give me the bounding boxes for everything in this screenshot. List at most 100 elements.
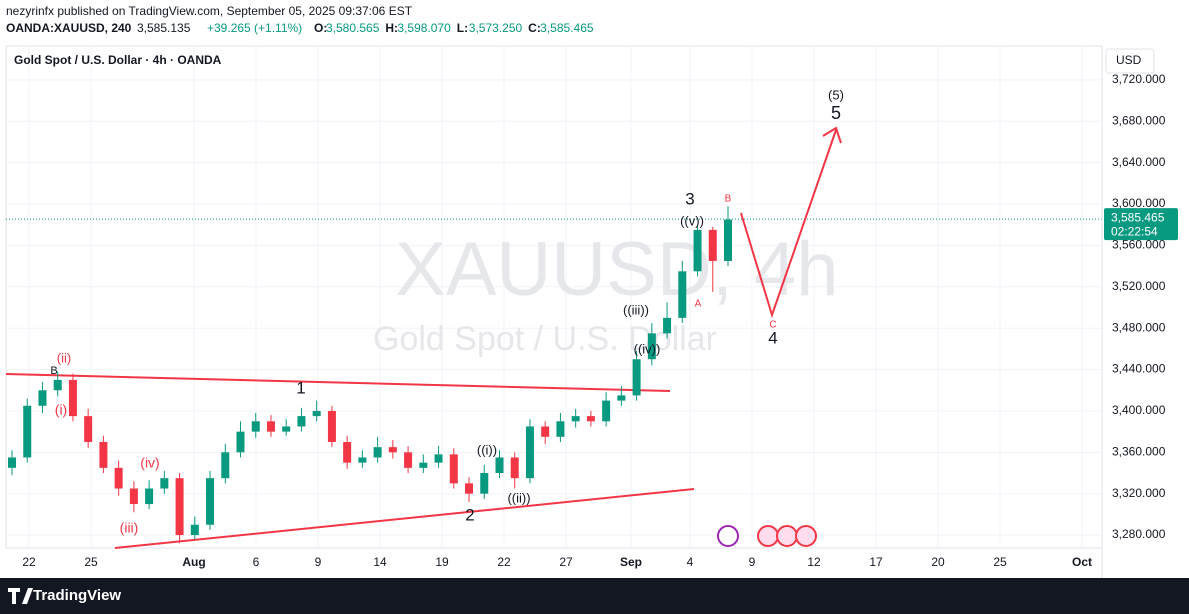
wave-label: B [725,194,732,205]
projection-arrow [822,126,842,144]
candle-body [708,229,717,261]
x-tick-label: Aug [182,555,205,569]
y-tick-label: 3,320.000 [1112,486,1166,500]
y-tick-label: 3,680.000 [1112,113,1166,127]
x-tick-label: 4 [687,555,694,569]
wave-label: 2 [465,505,474,524]
candle-body [358,457,367,463]
candles [8,206,732,544]
candle-body [68,379,77,417]
wave-label: B [50,365,57,377]
countdown: 02:22:54 [1111,224,1158,238]
ohlc-value: 3,580.565 [326,21,380,35]
x-tick-label: 20 [931,555,945,569]
wave-label: ((iv)) [634,341,661,356]
candle-body [373,447,382,458]
wave-label: ((i)) [477,442,497,457]
candle-body [480,473,489,494]
candle-body [145,488,154,505]
candle-body [175,478,184,536]
candle-body [221,452,230,479]
wave-label: 1 [296,378,305,397]
x-tick-label: 9 [749,555,756,569]
event-icon[interactable] [757,525,779,547]
candle-body [114,467,123,489]
candle-body [404,452,413,468]
y-tick-label: 3,400.000 [1112,403,1166,417]
y-tick-label: 3,640.000 [1112,155,1166,169]
ohlc-value: 3,598.070 [397,21,451,35]
candle-body [23,405,32,458]
price: 3,585.135 [137,21,191,35]
x-tick-label: 14 [373,555,387,569]
ohlc-label: C: [528,21,541,35]
wave-label: 4 [768,328,777,347]
change: +39.265 (+1.11%) [207,21,302,35]
candle-body [343,441,352,463]
watermark: XAUUSD, 4h [395,227,839,312]
candle-body [266,421,275,432]
wave-label: ((iii)) [623,302,649,317]
projection [740,129,837,319]
candle-body [388,447,397,453]
x-tick-label: 25 [993,555,1007,569]
y-tick-label: 3,600.000 [1112,196,1166,210]
y-tick-label: 3,720.000 [1112,72,1166,86]
x-tick-label: 27 [559,555,573,569]
wave-label: ((v)) [680,213,704,228]
wave-label: ((ii)) [507,490,530,505]
ohlc: O:3,580.565 H: 3,598.070 L: 3,573.250 C: 3,585… [314,21,594,35]
trendline [114,488,695,549]
x-tick-label: 25 [84,555,98,569]
event-icon[interactable] [717,525,739,547]
watermark-sub: Gold Spot / U.S. Dollar [373,320,717,358]
chart-title: Gold Spot / U.S. Dollar · 4h · OANDA [14,53,222,67]
wave-label: (iv) [140,455,159,471]
x-tick-label: 6 [253,555,260,569]
candle-body [434,454,443,463]
wave-label: (iii) [120,520,139,536]
annotations: (ii)B(i)(iv)(iii)1((i))((ii))2((iii))((i… [50,87,844,535]
trendline [5,373,671,392]
x-tick-label: 19 [435,555,449,569]
candle-body [693,229,702,272]
ohlc-value: 3,585.465 [540,21,594,35]
event-icon[interactable] [795,525,817,547]
candle-body [495,457,504,474]
candle-body [251,421,260,432]
candle-body [678,271,687,318]
wave-label: (i) [55,402,67,418]
footer-bar [0,578,1189,614]
price-axis [1102,46,1189,578]
x-tick-label: 17 [869,555,883,569]
wave-label: 3 [685,189,694,208]
y-tick-label: 3,280.000 [1112,527,1166,541]
candle-body [617,395,626,401]
wave-label: (5) [828,87,844,102]
candle-body [38,390,47,406]
candle-body [53,379,62,391]
candle-body [282,426,291,432]
symbol: OANDA:XAUUSD, 240 [6,21,132,35]
candle-body [129,488,138,505]
x-tick-label: 12 [807,555,821,569]
y-tick-label: 3,560.000 [1112,238,1166,252]
candle-body [419,462,428,468]
candle-body [190,524,199,536]
event-icon[interactable] [776,525,798,547]
candle-body [556,421,565,437]
last-price-box [1104,208,1178,241]
x-tick-label: 22 [22,555,36,569]
ohlc-label: O: [314,21,327,35]
x-tick-label: 9 [315,555,322,569]
candle-body [541,426,550,437]
currency-box[interactable] [1105,48,1155,74]
x-tick-label: Oct [1072,555,1092,569]
candle-body [510,457,519,479]
x-tick-label: Sep [620,555,642,569]
candle-body [297,416,306,427]
y-axis: 3,280.000 3,320.000 3,360.000 3,400.000 3,44… [1104,72,1178,541]
candle-body [8,457,16,468]
